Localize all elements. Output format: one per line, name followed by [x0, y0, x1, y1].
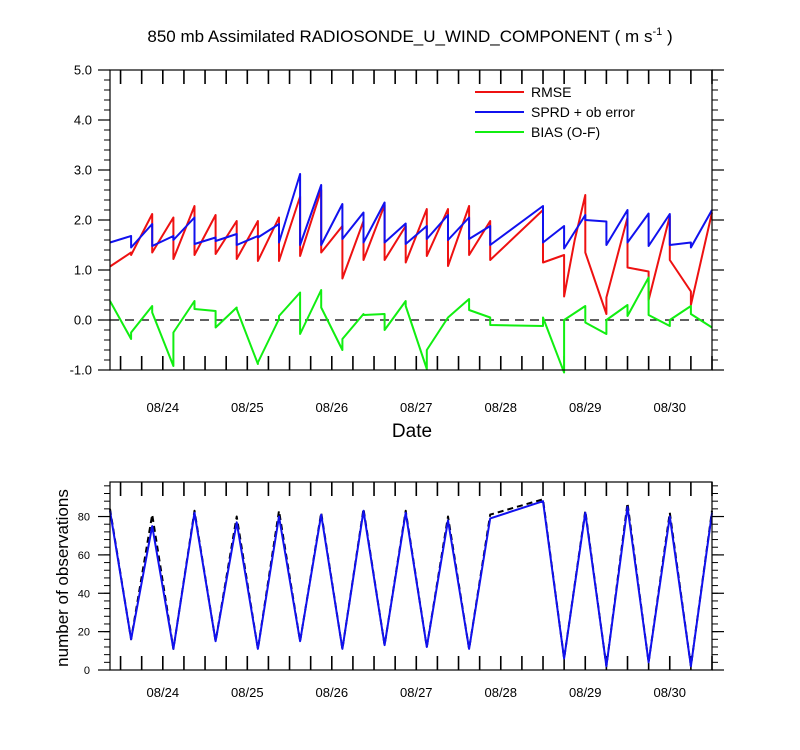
series-line-possible: [109, 498, 713, 668]
legend: RMSE SPRD + ob error BIAS (O-F): [475, 84, 635, 140]
bottom-chart-panel: 08/24 08/25 08/26 08/27 08/28 08/29 08/30 0 20 40…: [53, 481, 724, 700]
y-tick-label: -1.0: [70, 363, 92, 378]
x-tick-label: 08/25: [231, 685, 264, 700]
x-tick-label: 08/24: [147, 685, 180, 700]
x-tick-label: 08/25: [231, 400, 264, 415]
y-tick-label: 40: [78, 588, 90, 600]
x-tick-label: 08/29: [569, 400, 602, 415]
x-tick-label: 08/30: [653, 685, 686, 700]
y-tick-label: 4.0: [74, 113, 92, 128]
series-line-bias-o-f: [109, 276, 713, 374]
series-line-rmse: [109, 189, 713, 315]
y-tick-label: 3.0: [74, 163, 92, 178]
y-tick-label: 2.0: [74, 213, 92, 228]
y-tick-label: 0.0: [74, 313, 92, 328]
x-axis-label: Date: [392, 421, 432, 442]
x-tick-label: 08/27: [400, 685, 433, 700]
chart-title-superscript: -1: [652, 26, 662, 38]
x-tick-label: 08/26: [316, 685, 349, 700]
x-tick-label: 08/24: [147, 400, 180, 415]
x-tick-label: 08/30: [653, 400, 686, 415]
x-tick-label: 08/29: [569, 685, 602, 700]
y-tick-label: 20: [78, 627, 90, 639]
y-axis-label: number of observations: [53, 489, 72, 667]
top-axes: 08/24 08/25 08/26 08/27 08/28 08/29 08/30 -1.0 0…: [70, 63, 724, 415]
x-tick-label: 08/27: [400, 400, 433, 415]
y-tick-label: 60: [78, 550, 90, 562]
legend-label: BIAS (O-F): [531, 124, 600, 140]
y-tick-label: 80: [78, 512, 90, 524]
legend-label: RMSE: [531, 84, 571, 100]
bottom-plot-frame: [109, 481, 713, 671]
x-tick-label: 08/26: [316, 400, 349, 415]
chart-title-end: ): [662, 27, 672, 46]
series-line-assimilated: [109, 500, 713, 668]
top-plot-frame: [109, 69, 713, 371]
y-tick-label: 0: [84, 665, 90, 677]
x-tick-label: 08/28: [484, 685, 517, 700]
y-tick-label: 1.0: [74, 263, 92, 278]
y-tick-label: 5.0: [74, 63, 92, 78]
x-tick-label: 08/28: [484, 400, 517, 415]
series-line-sprd-ob-error: [109, 173, 713, 250]
chart-title: 850 mb Assimilated RADIOSONDE_U_WIND_COM…: [147, 26, 672, 46]
top-chart-panel: 850 mb Assimilated RADIOSONDE_U_WIND_COM…: [70, 26, 724, 442]
bottom-series-group: [109, 498, 713, 668]
top-series-group: [109, 173, 713, 374]
legend-label: SPRD + ob error: [531, 104, 635, 120]
